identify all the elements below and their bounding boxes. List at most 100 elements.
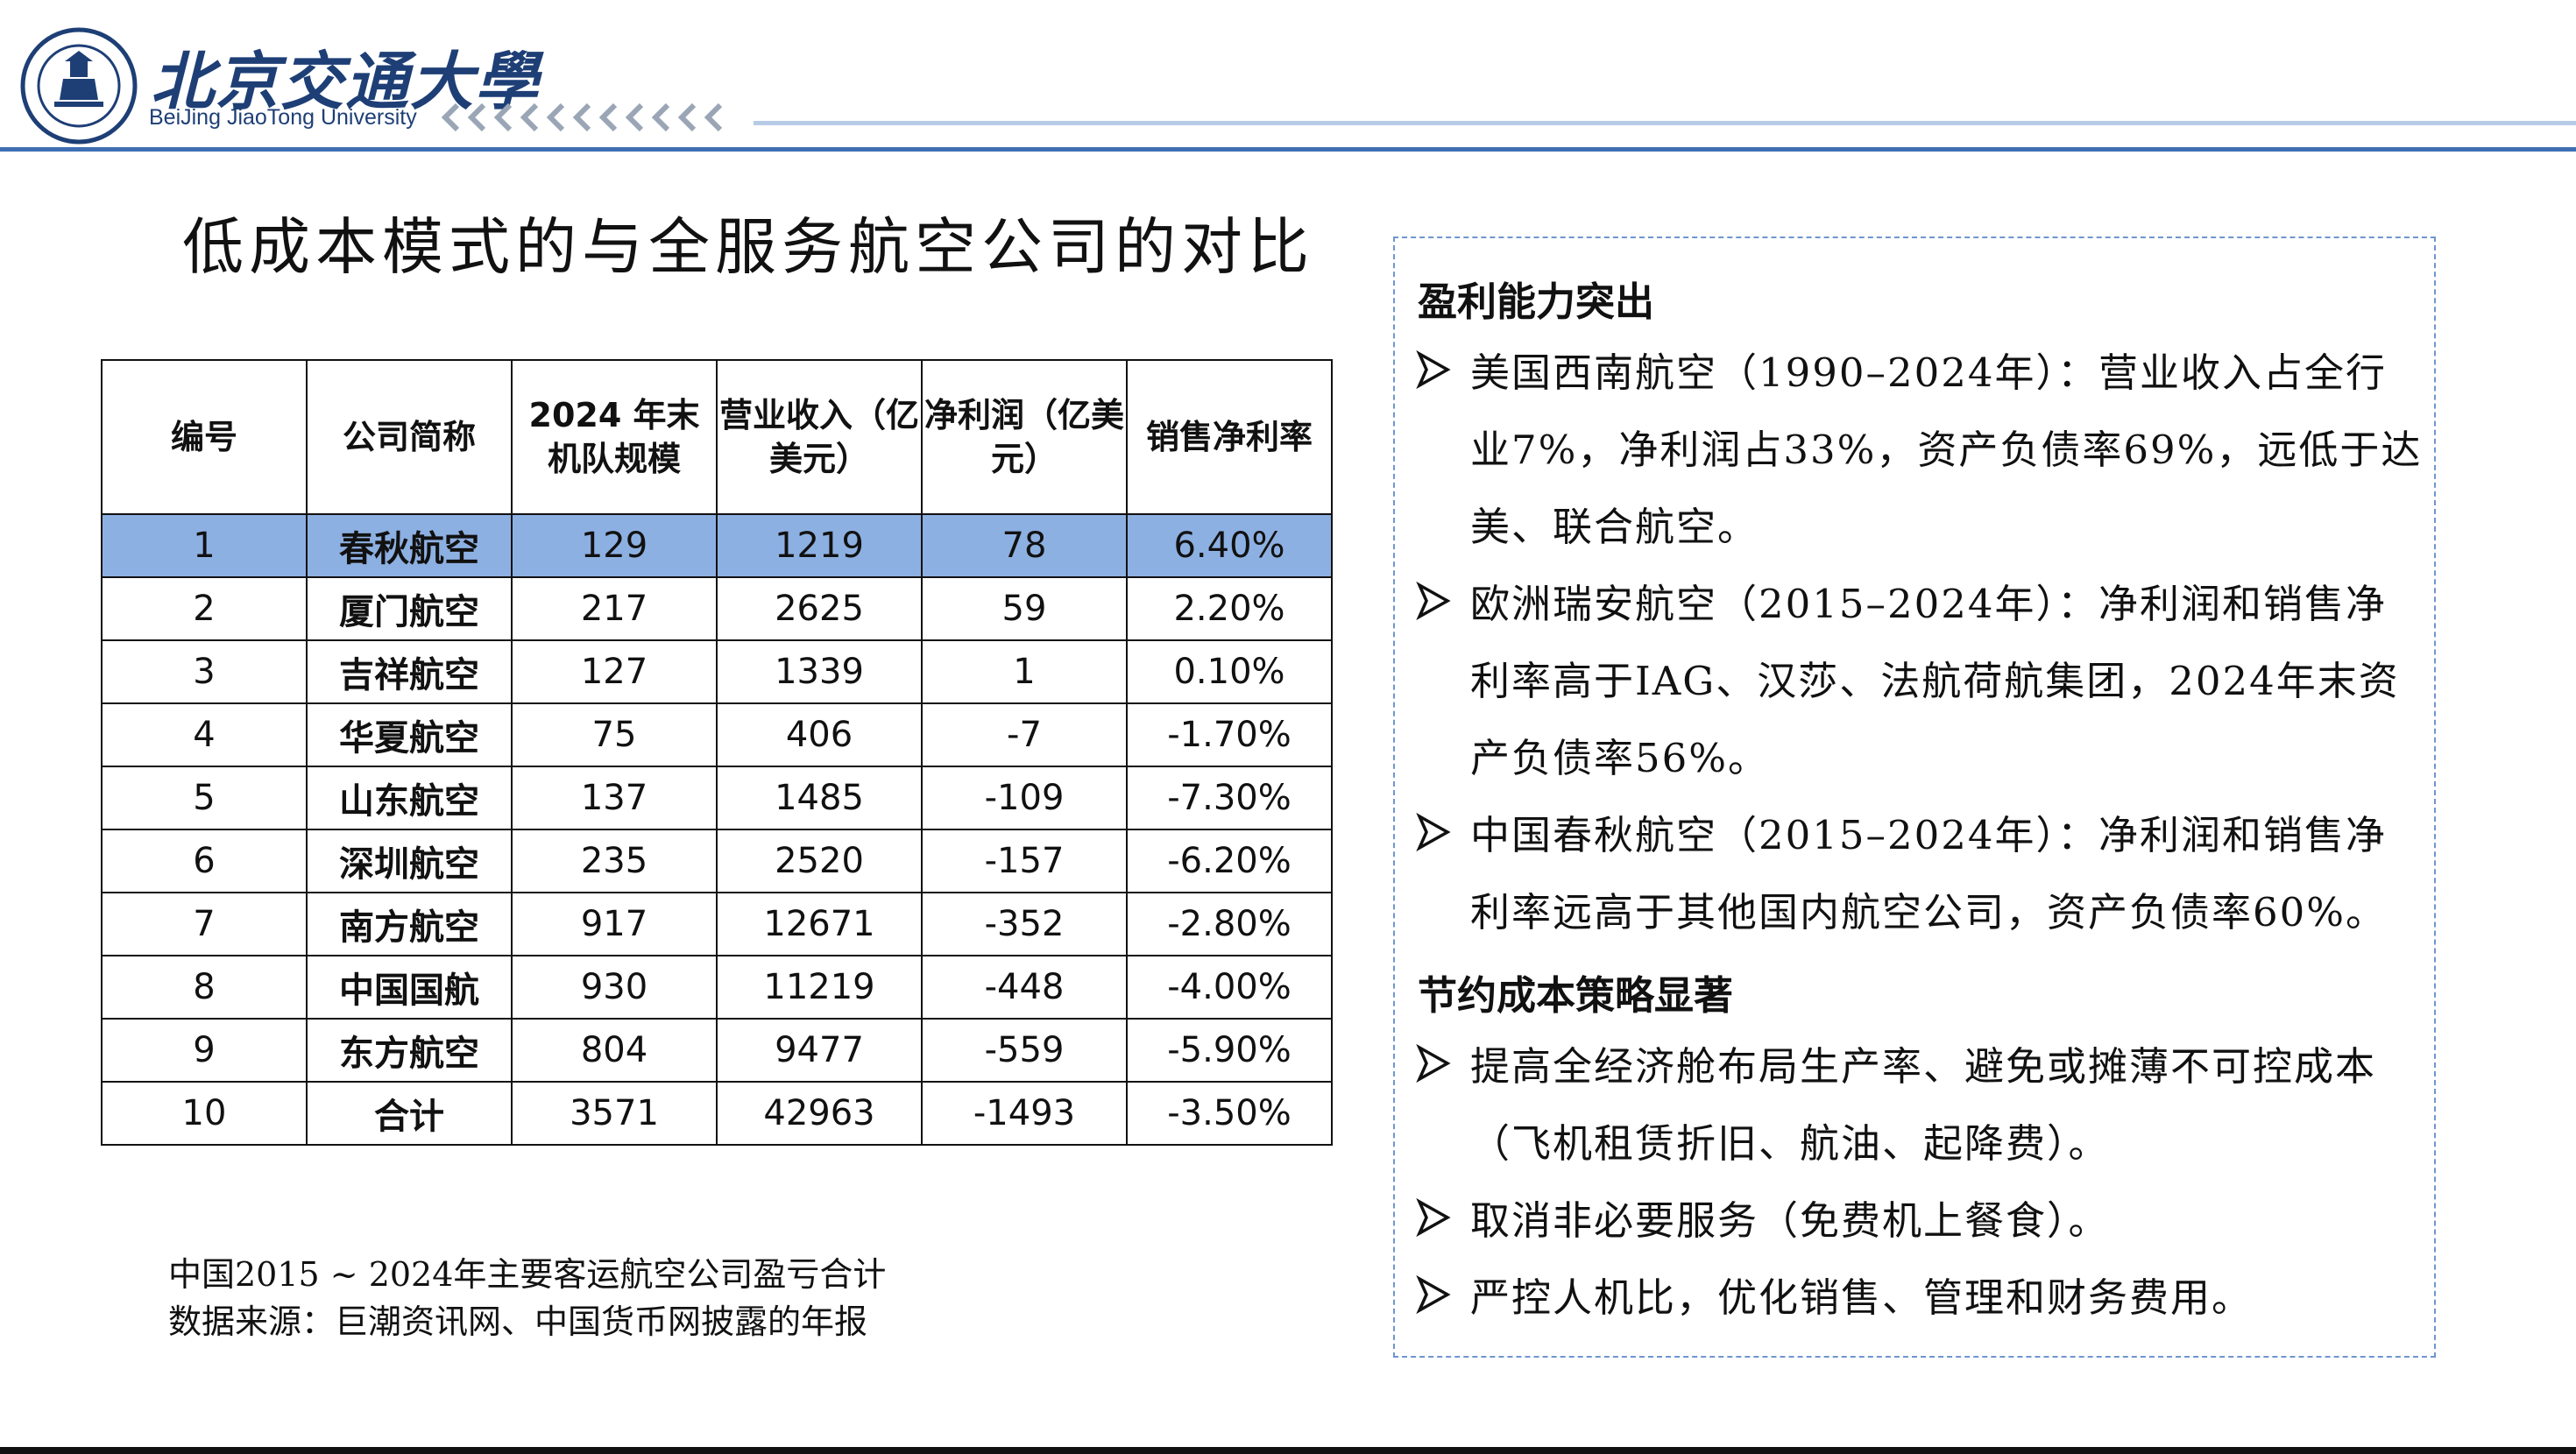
table-cell: 127 (511, 639, 718, 704)
table-cell: 235 (511, 829, 718, 893)
table-cell: 9 (101, 1018, 308, 1083)
header-divider (0, 147, 2576, 152)
chevron-left-icon (441, 102, 723, 132)
table-cell: 1219 (716, 513, 923, 578)
bullet-item: 严控人机比，优化销售、管理和财务费用。 (1416, 1260, 2424, 1337)
table-cell: 406 (716, 702, 923, 767)
table-row: 9 东方航空 804 9477 -559 -5.90% (101, 1018, 1333, 1083)
table-cell: 42963 (716, 1081, 923, 1146)
table-row: 1 春秋航空 129 1219 78 6.40% (101, 513, 1333, 578)
table-cell: 2520 (716, 829, 923, 893)
table-cell: -109 (921, 766, 1128, 830)
table-cell: 129 (511, 513, 718, 578)
table-row: 2 厦门航空 217 2625 59 2.20% (101, 576, 1333, 641)
table-cell: 11219 (716, 955, 923, 1020)
table-row: 6 深圳航空 235 2520 -157 -6.20% (101, 829, 1333, 893)
table-cell: 930 (511, 955, 718, 1020)
footer-bar (0, 1447, 2576, 1454)
table-cell: 南方航空 (306, 892, 513, 956)
bullet-item: 美国西南航空（1990–2024年）：营业收入占全行业7%，净利润占33%，资产… (1416, 335, 2424, 566)
table-cell: 合计 (306, 1081, 513, 1146)
table-cell: -3.50% (1126, 1081, 1333, 1146)
section-title-cost: 节约成本策略显著 (1418, 972, 1734, 1019)
table-cell: 山东航空 (306, 766, 513, 830)
university-name-en: BeiJing JiaoTong University (149, 105, 417, 130)
arrow-bullet-icon (1416, 1044, 1451, 1083)
table-cell: 1485 (716, 766, 923, 830)
table-cell: 2625 (716, 576, 923, 641)
table-cell: 1 (921, 639, 1128, 704)
university-name-cn: 北京交通大學 (151, 44, 541, 118)
arrow-bullet-icon (1416, 582, 1451, 620)
table-cell: 3571 (511, 1081, 718, 1146)
table-cell: -1.70% (1126, 702, 1333, 767)
bullet-text: 中国春秋航空（2015–2024年）：净利润和销售净利率远高于其他国内航空公司，… (1470, 812, 2388, 935)
table-cell: 3 (101, 639, 308, 704)
table-cell: 217 (511, 576, 718, 641)
table-header-cell: 编号 (101, 359, 308, 515)
table-cell: -2.80% (1126, 892, 1333, 956)
bullet-text: 取消非必要服务（免费机上餐食）。 (1470, 1197, 2110, 1244)
arrow-bullet-icon (1416, 813, 1451, 851)
table-header-cell: 销售净利率 (1126, 359, 1333, 515)
source-reference: 数据来源：巨潮资讯网、中国货币网披露的年报 (168, 1302, 868, 1341)
table-header-cell: 公司简称 (306, 359, 513, 515)
bullet-item: 取消非必要服务（免费机上餐食）。 (1416, 1182, 2424, 1260)
table-row: 10 合计 3571 42963 -1493 -3.50% (101, 1081, 1333, 1146)
table-cell: 78 (921, 513, 1128, 578)
table-cell: 厦门航空 (306, 576, 513, 641)
table-cell: 59 (921, 576, 1128, 641)
table-cell: 10 (101, 1081, 308, 1146)
bullet-text: 欧洲瑞安航空（2015–2024年）：净利润和销售净利率高于IAG、汉莎、法航荷… (1470, 581, 2400, 781)
table-cell: -157 (921, 829, 1128, 893)
university-seal-icon (20, 27, 138, 145)
comparison-table: 编号 公司简称 2024 年末机队规模 营业收入（亿美元） 净利润（亿美元） 销… (101, 359, 1333, 1146)
table-cell: 吉祥航空 (306, 639, 513, 704)
source-note: 中国2015 ~ 2024年主要客运航空公司盈亏合计 数据来源：巨潮资讯网、中国… (168, 1251, 886, 1345)
table-cell: 2.20% (1126, 576, 1333, 641)
table-cell: 804 (511, 1018, 718, 1083)
table-cell: -352 (921, 892, 1128, 956)
bullet-text: 严控人机比，优化销售、管理和财务费用。 (1470, 1274, 2254, 1321)
table-cell: -5.90% (1126, 1018, 1333, 1083)
table-cell: -448 (921, 955, 1128, 1020)
section-title-profit: 盈利能力突出 (1418, 279, 1655, 325)
arrow-bullet-icon (1416, 350, 1451, 389)
source-caption: 中国2015 ~ 2024年主要客运航空公司盈亏合计 (168, 1255, 887, 1294)
bullet-text: 美国西南航空（1990–2024年）：营业收入占全行业7%，净利润占33%，资产… (1470, 349, 2423, 550)
bullet-text: 提高全经济舱布局生产率、避免或摊薄不可控成本（飞机租赁折旧、航油、起降费）。 (1470, 1043, 2377, 1167)
table-cell: 2 (101, 576, 308, 641)
table-cell: -7.30% (1126, 766, 1333, 830)
table-cell: 5 (101, 766, 308, 830)
bullet-item: 提高全经济舱布局生产率、避免或摊薄不可控成本（飞机租赁折旧、航油、起降费）。 (1416, 1028, 2424, 1182)
table-cell: 12671 (716, 892, 923, 956)
table-cell: 春秋航空 (306, 513, 513, 578)
table-cell: 华夏航空 (306, 702, 513, 767)
table-cell: 东方航空 (306, 1018, 513, 1083)
table-header-cell: 2024 年末机队规模 (511, 359, 718, 515)
arrow-bullet-icon (1416, 1275, 1451, 1314)
bullet-item: 欧洲瑞安航空（2015–2024年）：净利润和销售净利率高于IAG、汉莎、法航荷… (1416, 566, 2424, 797)
info-panel: 盈利能力突出 美国西南航空（1990–2024年）：营业收入占全行业7%，净利润… (1393, 236, 2436, 1358)
table-cell: 1339 (716, 639, 923, 704)
table-cell: 917 (511, 892, 718, 956)
table-row: 4 华夏航空 75 406 -7 -1.70% (101, 702, 1333, 767)
table-cell: 6.40% (1126, 513, 1333, 578)
table-cell: 137 (511, 766, 718, 830)
table-row: 7 南方航空 917 12671 -352 -2.80% (101, 892, 1333, 956)
arrow-bullet-icon (1416, 1198, 1451, 1237)
table-cell: 0.10% (1126, 639, 1333, 704)
table-cell: -7 (921, 702, 1128, 767)
table-header-cell: 净利润（亿美元） (921, 359, 1128, 515)
table-cell: -1493 (921, 1081, 1128, 1146)
table-row: 8 中国国航 930 11219 -448 -4.00% (101, 955, 1333, 1020)
table-header-row: 编号 公司简称 2024 年末机队规模 营业收入（亿美元） 净利润（亿美元） 销… (101, 359, 1333, 515)
page-title: 低成本模式的与全服务航空公司的对比 (182, 211, 1314, 283)
table-cell: 4 (101, 702, 308, 767)
table-cell: 8 (101, 955, 308, 1020)
table-cell: 6 (101, 829, 308, 893)
table-cell: 1 (101, 513, 308, 578)
table-cell: 7 (101, 892, 308, 956)
table-cell: 75 (511, 702, 718, 767)
table-header-cell: 营业收入（亿美元） (716, 359, 923, 515)
